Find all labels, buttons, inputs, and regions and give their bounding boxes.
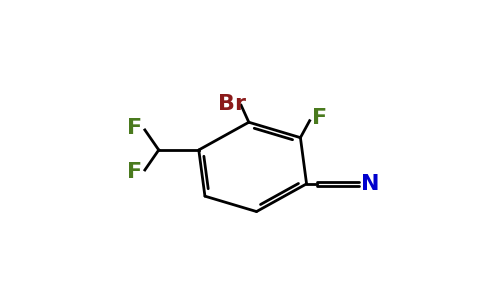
- Text: F: F: [126, 161, 142, 182]
- Text: N: N: [361, 174, 380, 194]
- Text: F: F: [312, 108, 327, 127]
- Text: F: F: [126, 118, 142, 138]
- Text: Br: Br: [218, 94, 246, 114]
